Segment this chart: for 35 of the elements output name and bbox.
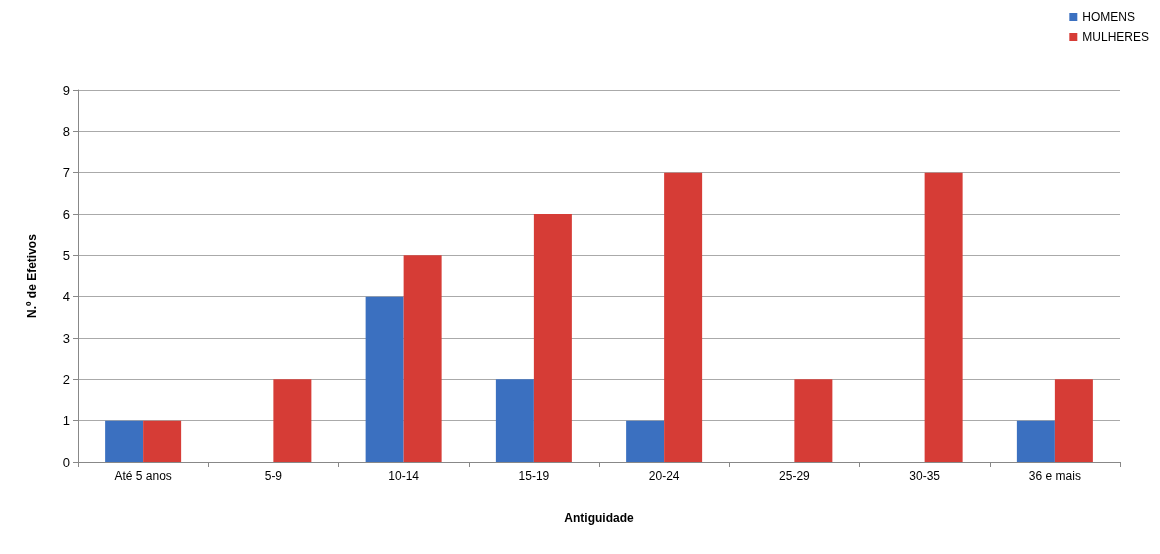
bar xyxy=(664,172,703,462)
bar xyxy=(1054,379,1093,462)
y-tick-label: 6 xyxy=(62,206,70,222)
y-tick-label: 5 xyxy=(62,247,70,263)
x-tick-label: 20-24 xyxy=(648,469,680,483)
bar xyxy=(495,379,534,462)
bar xyxy=(365,296,404,462)
y-tick-label: 4 xyxy=(62,289,70,305)
x-tick-label: 10-14 xyxy=(388,469,420,483)
x-tick-label: 5-9 xyxy=(264,469,283,483)
y-axis-title: N.º de Efetivos xyxy=(25,233,39,318)
bar xyxy=(403,255,442,462)
y-tick-label: 2 xyxy=(62,371,70,387)
x-tick-label: 25-29 xyxy=(779,469,811,483)
bar xyxy=(143,420,182,462)
y-tick-label: 3 xyxy=(62,330,70,346)
bar xyxy=(626,420,665,462)
x-tick-label: Até 5 anos xyxy=(114,469,172,483)
y-tick-label: 1 xyxy=(62,413,70,429)
y-tick-label: 7 xyxy=(62,165,70,181)
bar xyxy=(1016,420,1055,462)
y-tick-label: 0 xyxy=(62,454,70,470)
x-tick-label: 15-19 xyxy=(518,469,550,483)
bar xyxy=(533,214,572,462)
y-tick-label: 9 xyxy=(62,82,70,98)
bar xyxy=(105,420,144,462)
y-tick-label: 8 xyxy=(62,123,70,139)
x-tick-label: 36 e mais xyxy=(1028,469,1081,483)
bar xyxy=(273,379,312,462)
legend-label: HOMENS xyxy=(1082,10,1135,24)
bar xyxy=(794,379,833,462)
legend-label: MULHERES xyxy=(1082,30,1150,44)
bar xyxy=(924,172,963,462)
x-tick-label: 30-35 xyxy=(909,469,941,483)
x-axis-title: Antiguidade xyxy=(564,511,634,525)
